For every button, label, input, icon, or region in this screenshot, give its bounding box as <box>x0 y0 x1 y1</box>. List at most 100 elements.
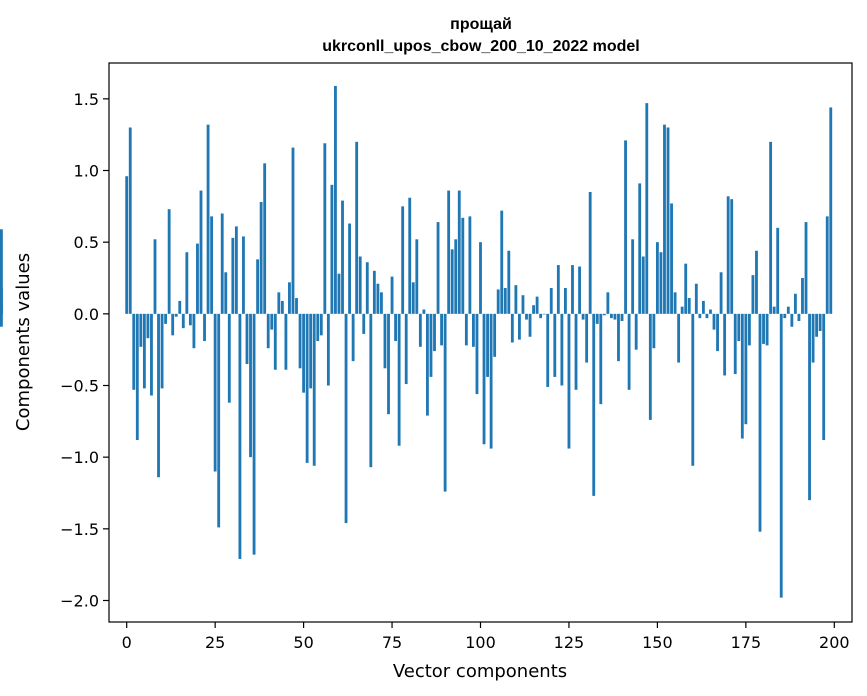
x-tick-label: 100 <box>465 633 496 652</box>
bar <box>779 313 783 598</box>
x-tick-label: 200 <box>819 633 850 652</box>
y-tick-label: −1.5 <box>60 520 99 539</box>
bar <box>765 313 769 346</box>
bar <box>426 313 429 416</box>
bar <box>390 276 394 314</box>
bar <box>797 313 801 321</box>
bar <box>369 313 373 468</box>
bar <box>719 272 723 314</box>
bar <box>217 313 221 528</box>
bar <box>454 239 458 314</box>
bar <box>560 313 564 386</box>
plot-frame <box>108 62 853 623</box>
bar <box>380 292 383 314</box>
bar <box>737 313 741 342</box>
bar <box>125 176 129 314</box>
bar <box>401 206 405 314</box>
bar <box>712 313 716 330</box>
x-tick-label: 50 <box>293 633 313 652</box>
bar <box>627 313 631 390</box>
bar <box>592 313 596 496</box>
bar <box>472 313 475 347</box>
bar <box>691 313 695 466</box>
bar <box>776 227 780 314</box>
bar <box>510 313 514 343</box>
bar <box>652 313 656 349</box>
bar <box>493 313 497 357</box>
bar <box>238 313 242 559</box>
bar <box>705 313 709 319</box>
bar <box>376 283 380 314</box>
bar <box>196 243 199 314</box>
bar <box>726 196 730 314</box>
bar <box>171 313 175 336</box>
bar <box>546 313 550 387</box>
bar <box>567 313 571 449</box>
bar <box>415 239 419 314</box>
bar <box>160 313 164 389</box>
bar <box>181 313 185 329</box>
bar <box>645 103 649 314</box>
chart-subtitle: ukrconll_upos_cbow_200_10_2022 model <box>322 38 639 55</box>
bar <box>178 300 182 314</box>
x-axis-ticks: 0 25 50 75 100 125 150 175 200 <box>122 622 850 652</box>
y-axis-ticks: −2.0 −1.5 −1.0 −0.5 0.0 0.5 1.0 1.5 <box>60 90 109 611</box>
y-tick-label: 1.5 <box>74 90 99 109</box>
bar <box>659 252 663 314</box>
bar <box>344 313 348 524</box>
bar <box>358 256 362 314</box>
bar <box>309 313 313 389</box>
bar <box>790 313 794 327</box>
bar <box>362 313 366 334</box>
x-tick-label: 175 <box>731 633 762 652</box>
bar <box>316 313 320 342</box>
bar <box>617 313 620 362</box>
bar <box>139 313 143 347</box>
bar <box>694 283 698 314</box>
bar <box>153 239 157 314</box>
y-tick-label: −2.0 <box>60 592 99 611</box>
x-tick-label: 75 <box>382 633 402 652</box>
bar <box>489 313 493 449</box>
bar <box>521 295 525 314</box>
bar <box>482 313 486 445</box>
bar <box>701 300 705 314</box>
bar <box>411 282 415 314</box>
bar <box>549 288 553 314</box>
y-tick-label: −1.0 <box>60 448 99 467</box>
bar <box>786 306 790 314</box>
bar <box>602 313 606 316</box>
bar <box>234 226 238 314</box>
bar <box>733 313 737 375</box>
bar <box>213 313 217 472</box>
bar <box>341 200 344 314</box>
bar <box>185 252 189 314</box>
bar <box>429 313 433 377</box>
bar <box>326 313 330 386</box>
bar <box>680 306 684 314</box>
bar <box>365 262 369 314</box>
chart-title: прощай <box>450 16 512 33</box>
bar <box>825 216 829 314</box>
bar <box>740 313 744 439</box>
bar <box>744 313 748 425</box>
bar <box>443 313 447 492</box>
bar <box>666 127 670 314</box>
bar <box>801 278 804 314</box>
bar <box>323 143 327 314</box>
bar <box>525 313 528 320</box>
bar <box>132 313 136 390</box>
bar <box>203 313 206 342</box>
bar <box>280 300 284 314</box>
bar <box>829 107 833 314</box>
bar <box>150 313 153 396</box>
bar <box>815 313 819 337</box>
bar <box>535 296 539 314</box>
bar <box>256 259 260 314</box>
bar <box>468 216 472 314</box>
bar <box>330 184 334 314</box>
bar <box>295 298 298 314</box>
bar <box>606 292 610 314</box>
bar <box>687 298 691 314</box>
